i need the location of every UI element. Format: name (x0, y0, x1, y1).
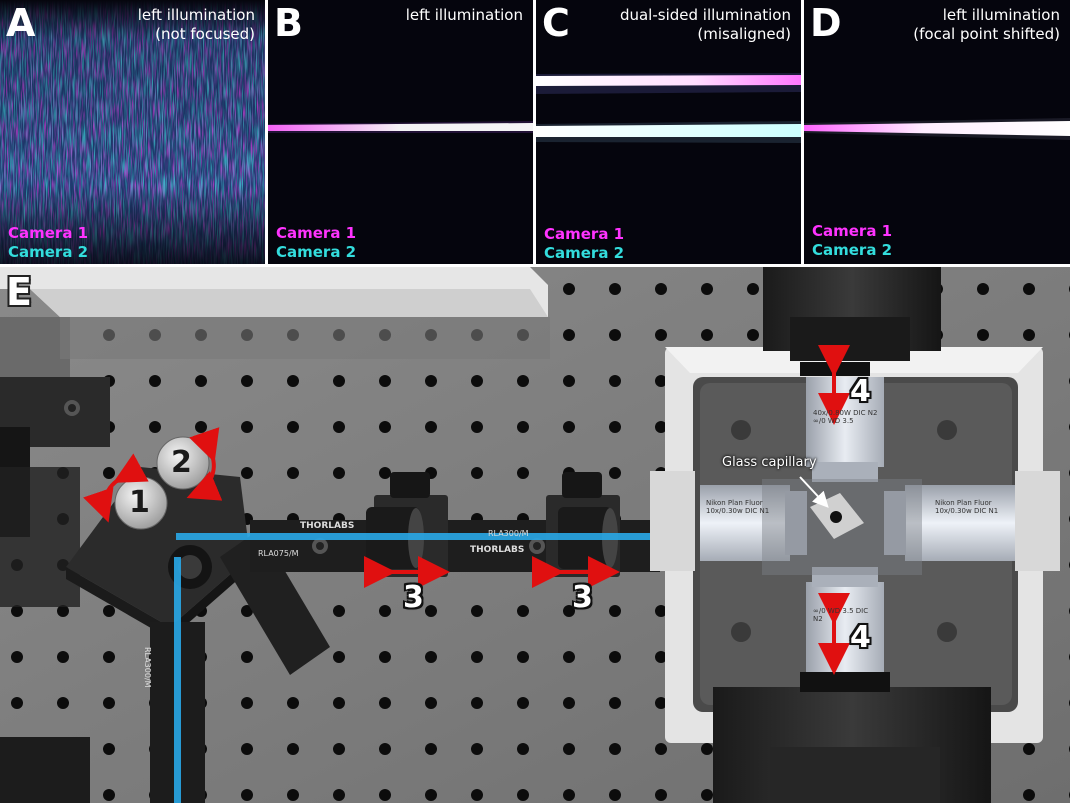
objective-right (884, 485, 1015, 561)
sample-chamber (650, 347, 1060, 743)
bottom-camera (713, 672, 991, 803)
panel-d-title-line1: left illumination (942, 6, 1060, 24)
panel-d-image (804, 118, 1070, 140)
panel-d: D left illumination (focal point shifted… (804, 0, 1070, 264)
objective-left (700, 485, 807, 561)
panel-a-title-line2: (not focused) (155, 25, 255, 43)
objective-bottom-label: ∞/0 WD 3.5 DIC N2 (813, 607, 869, 623)
panel-b-image (268, 121, 533, 133)
top-camera (763, 267, 941, 376)
panel-d-letter: D (810, 1, 842, 45)
panel-a-title: left illumination (not focused) (138, 6, 255, 44)
panel-b-letter: B (274, 1, 303, 45)
callout-4a: 4 (850, 374, 871, 409)
callout-2: 2 (171, 445, 192, 480)
panel-c: C dual-sided illumination (misaligned) C… (536, 0, 801, 264)
panel-c-camera1-label: Camera 1 (544, 225, 625, 243)
rail-model-3: RLA300/M (143, 647, 152, 688)
rotation-arrow-1 (83, 453, 149, 523)
panel-b-camera1-label: Camera 1 (276, 224, 357, 242)
panel-c-camera2-label: Camera 2 (544, 244, 625, 262)
glass-capillary-label: Glass capillary (722, 455, 817, 470)
laser-beam (174, 533, 656, 803)
angled-ruler (220, 529, 330, 675)
panel-c-title-line1: dual-sided illumination (619, 6, 791, 24)
objective-top (806, 377, 884, 482)
rail-model-1: RLA075/M (258, 549, 299, 558)
objective-top-label: 40x/0.80W DIC N2 ∞/0 WD 3.5 (813, 409, 878, 425)
objective-right-label: Nikon Plan Fluor 10x/0.30w DIC N1 (935, 499, 999, 515)
panel-d-title: left illumination (focal point shifted) (913, 6, 1060, 44)
panel-c-letter: C (542, 1, 570, 45)
panel-c-image (536, 73, 801, 143)
panel-c-title: dual-sided illumination (misaligned) (620, 6, 791, 44)
callout-3a: 3 (403, 580, 424, 615)
rotation-arrow-2 (186, 427, 223, 501)
panel-a-image (0, 0, 265, 264)
panel-a-letter: A (6, 1, 36, 45)
panel-b-camera2-label: Camera 2 (276, 243, 357, 261)
panel-a-camera2-label: Camera 2 (8, 243, 89, 261)
callout-1: 1 (129, 485, 150, 520)
panel-b-title-line1: left illumination (405, 6, 523, 24)
capillary-pointer (799, 476, 829, 508)
panel-b-title: left illumination (406, 6, 523, 25)
panel-d-title-line2: (focal point shifted) (913, 25, 1060, 43)
panel-d-camera2-label: Camera 2 (812, 241, 893, 259)
panel-b: B left illumination Camera 1 Camera 2 (268, 0, 533, 264)
rail-model-2: RLA300/M (488, 529, 529, 538)
glass-capillary (762, 479, 922, 575)
panel-c-title-line2: (misaligned) (697, 25, 791, 43)
panel-a-camera1-label: Camera 1 (8, 224, 89, 242)
panel-e-illustration (0, 267, 1070, 803)
panel-a-title-line1: left illumination (137, 6, 255, 24)
callout-3b: 3 (572, 580, 593, 615)
panel-d-camera1-label: Camera 1 (812, 222, 893, 240)
objective-left-label: Nikon Plan Fluor 10x/0.30w DIC N1 (706, 499, 770, 515)
panel-a: A left illumination (not focused) Camera… (0, 0, 265, 264)
rail-brand-1: THORLABS (300, 521, 355, 531)
panel-e: E 1 2 3 3 4 4 Glass capillary THORLABS T… (0, 267, 1070, 803)
rail-brand-2: THORLABS (470, 545, 525, 555)
panel-e-letter: E (6, 270, 32, 314)
callout-4b: 4 (850, 620, 871, 655)
